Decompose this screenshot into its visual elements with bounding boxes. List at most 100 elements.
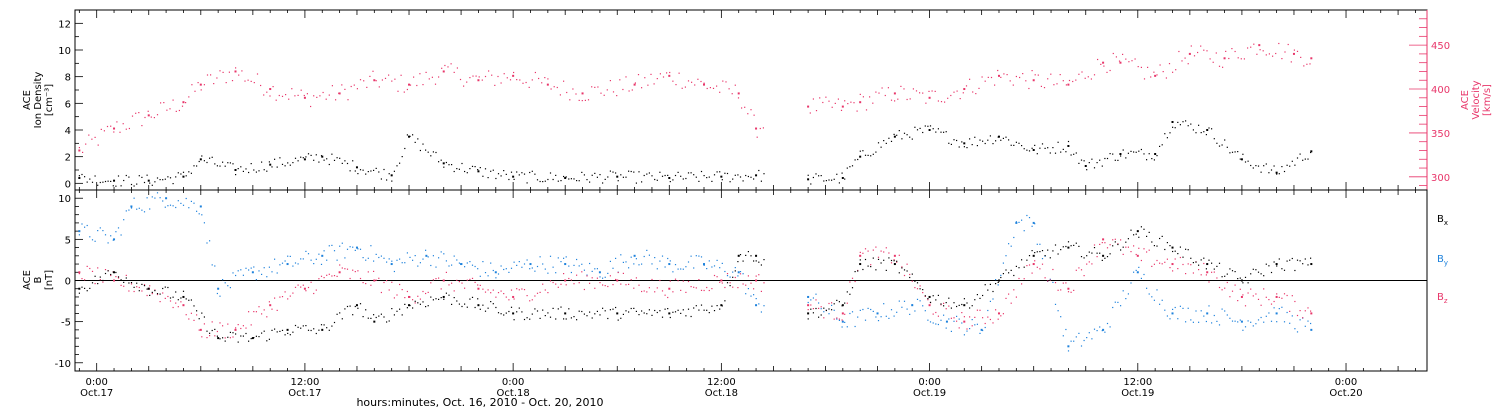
density-point [604,178,606,180]
velocity-point [516,79,518,81]
bx-point [841,305,843,307]
bz-point [812,308,814,310]
bz-point [1091,263,1093,265]
by-point [984,326,986,329]
velocity-point [497,75,499,78]
bx-point [297,326,299,328]
density-point [399,162,401,164]
density-point [909,136,911,138]
by-point [876,312,879,315]
density-point [1231,151,1234,153]
bz-point [667,296,669,299]
velocity-point [288,98,290,100]
bz-point [425,292,427,295]
by-point [167,205,169,207]
velocity-point [834,102,836,104]
density-point [979,139,981,141]
velocity-point [934,90,936,92]
bz-point [997,318,999,320]
bz-point [326,274,328,276]
bz-point [352,269,354,271]
bx-point [1093,247,1096,249]
bz-point [963,316,965,318]
bz-point [1283,293,1286,295]
velocity-point [113,131,115,133]
bz-point [344,268,346,270]
by-point [143,211,146,213]
density-point [1023,148,1025,150]
density-point [206,161,208,164]
by-point [807,295,810,298]
by-point [1265,315,1267,317]
bx-point [1078,245,1080,247]
bx-point [1133,234,1135,236]
by-point [115,231,117,233]
density-point [453,170,455,173]
bx-point [206,330,208,332]
velocity-point [400,74,402,76]
bz-point [716,276,718,278]
velocity-point [1250,46,1252,48]
density-point [443,166,445,168]
velocity-point [128,127,130,130]
bx-point [422,301,424,303]
velocity-point [100,128,102,130]
by-point [136,208,138,210]
velocity-point [484,75,487,78]
bx-point [146,288,148,290]
bz-point [846,302,848,304]
bx-point [950,307,952,309]
bx-point [104,272,107,275]
density-point [893,133,895,135]
density-point [224,165,226,167]
bx-point [440,297,442,299]
bx-point [529,318,531,320]
density-point [1218,145,1221,147]
bx-point [1195,261,1197,263]
density-point [1244,161,1247,163]
bz-point [391,281,393,283]
by-point [622,261,624,263]
velocity-point [633,83,636,86]
bz-point [1060,289,1062,291]
velocity-point [238,74,240,76]
by-point [99,227,101,229]
density-point [1101,165,1103,167]
by-point [753,294,755,296]
bx-point [1005,269,1007,271]
bx-point [435,298,437,300]
by-point [1257,319,1260,321]
bz-point [836,317,838,319]
bx-point [110,273,112,276]
by-point [987,309,989,312]
bx-point [406,307,408,309]
bx-point [928,295,931,298]
x-axis: 0:00Oct.1712:00Oct.170:00Oct.1812:00Oct.… [80,377,1363,399]
by-point [310,259,312,261]
velocity-point [1115,56,1117,58]
density-point [86,181,88,183]
by-point [732,271,734,273]
bz-point [914,287,916,289]
by-point [164,206,166,208]
velocity-point [185,102,187,104]
by-point [1208,305,1210,307]
bz-point [1231,290,1234,292]
by-point [435,266,437,268]
velocity-point [206,74,209,76]
bz-point [1174,258,1176,260]
by-point [339,245,341,247]
density-point [1286,164,1288,166]
bx-point [1273,261,1275,263]
by-point [386,261,388,263]
by-point [854,325,856,328]
bx-point [1255,269,1257,271]
bx-point [831,309,833,311]
velocity-point [494,84,496,86]
bz-point [318,278,320,280]
bz-point [664,294,666,296]
velocity-point [1206,50,1208,52]
bx-point [78,292,80,294]
density-point [1153,159,1155,161]
density-point [911,138,913,140]
